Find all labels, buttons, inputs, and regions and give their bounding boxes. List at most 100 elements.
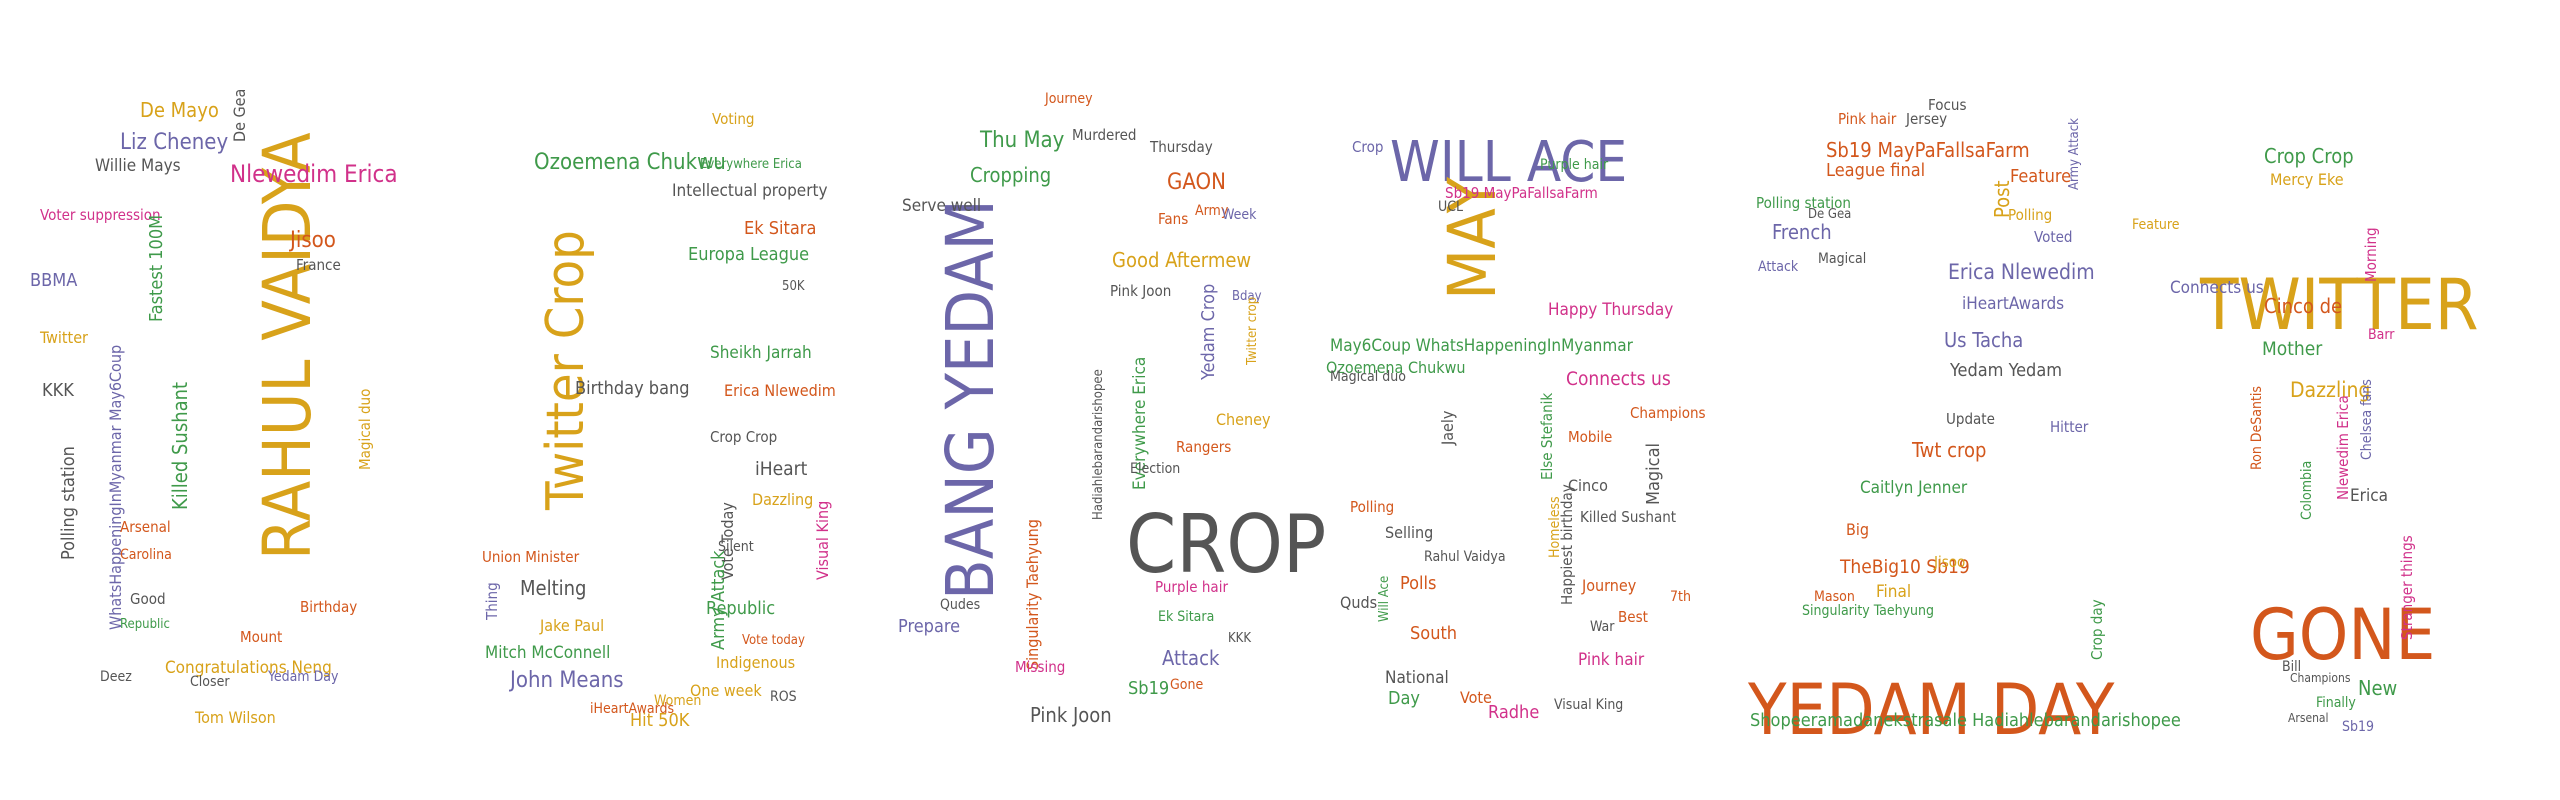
word: BANG YEDAM [932,199,1009,600]
word: Colombia [2299,460,2315,520]
word: Best [1618,608,1648,626]
word: Polling [2008,206,2053,224]
word: Purple hair [1540,157,1609,173]
word: Sb19 MayPaFallsaFarm [1445,184,1598,202]
word: Gone [1170,677,1204,693]
word: Visual King [1554,697,1624,713]
word: Indigenous [716,653,796,672]
word: Feature [2132,217,2180,233]
word: Good [130,590,166,608]
word: Nlewedim Erica [2334,395,2352,500]
word: Stranger things [2398,535,2416,640]
word: Qudes [940,597,981,613]
word: Champions [1630,404,1706,422]
word: Dazzling [2290,378,2371,402]
word: War [1590,619,1615,635]
word: Willie Mays [95,156,181,176]
word: Fastest 100M [146,214,167,322]
word: Missing [1015,658,1066,676]
word: Hitter [2050,418,2089,436]
word: Polls [1400,573,1437,594]
word: Big [1846,520,1870,539]
word: RAHUL VAIDYA [249,132,326,560]
word: Attack [1758,259,1799,275]
word: BBMA [30,270,78,291]
word: Killed Sushant [1580,508,1677,526]
word: KKK [1228,631,1252,646]
word: Journey [1045,91,1093,107]
word: Singularity Taehyung [1023,519,1042,670]
word: One week [690,681,762,700]
word: YEDAM DAY [1748,669,2115,751]
word: Ron DeSantis [2249,386,2265,470]
word: Cropping [970,163,1052,187]
word: Twt crop [1912,438,1987,462]
word: Barr [2368,327,2395,343]
word: Attack [1162,646,1220,670]
word: GONE [2250,594,2436,676]
word: Murdered [1072,126,1137,144]
word: Crop day [2088,599,2106,660]
word: Mitch McConnell [485,643,611,663]
word: Serve well [902,196,982,216]
word: May6Coup WhatsHappeningInMyanmar [1330,336,1633,356]
word: Quds [1340,593,1378,612]
word: Army Attack [2067,118,2082,190]
word: League final [1826,160,1926,181]
word: Mount [240,628,283,646]
word: 7th [1670,589,1691,605]
word: UCL [1438,199,1464,215]
word: Europa League [688,244,810,265]
word: Magical duo [1330,369,1406,385]
word: Selling [1385,523,1434,542]
word: Arsenal [120,518,171,536]
word: iHeartAwards [1962,294,2065,314]
word: John Means [510,668,624,693]
word: Champions [2290,671,2351,685]
word: Tom Wilson [195,708,276,727]
word: Voter suppression [40,206,161,224]
word: Everywhere Erica [700,157,802,172]
word: 50K [782,279,805,294]
word: Visual King [813,500,832,580]
word: Ek Sitara [1158,609,1215,625]
word: CROP [1126,498,1327,591]
word: Twitter [40,328,88,347]
word: Purple hair [1155,578,1229,596]
word: Rahul Vaidya [1424,549,1506,565]
word: Liz Cheney [120,130,229,155]
word: Mobile [1568,428,1613,446]
word: Bday [1232,289,1262,304]
word: Shopeeramadanekstrasale Hadiahlebarandar… [1750,710,2181,731]
word: Erica Nlewedim [724,381,836,400]
word: iHeart [755,458,808,480]
word: Cinco de [2264,294,2343,318]
word: KKK [42,380,74,401]
word: Voting [712,110,755,128]
word: Arsenal [2288,711,2329,725]
word: Us Tacha [1944,328,2024,352]
word: Mercy Eke [2270,170,2344,189]
word: GAON [1167,170,1226,195]
word: iHeartAwards [590,701,675,717]
word: Erica [2350,486,2388,506]
word: Twitter crop [1245,296,1260,365]
word: Hadiahlebarandarishopee [1091,369,1106,520]
word: Singularity Taehyung [1802,603,1934,619]
word: Jisoo [1934,553,1966,571]
word: Birthday bang [575,378,690,399]
word: Finally [2316,695,2356,711]
word: Jersey [1906,110,1948,128]
word: Vote today [742,633,805,648]
word: Pink Joon [1030,703,1112,727]
word: Yedam Yedam [1950,360,2063,381]
word: Women [654,693,702,709]
word: Cinco [1568,476,1608,495]
word: Else Stefanik [1538,392,1556,480]
word: Magical [1643,442,1664,505]
word: Erica Nlewedim [1948,260,2095,284]
word: Good Aftermew [1112,248,1252,272]
word: Election [1130,461,1181,477]
word: Hit 50K [630,710,690,731]
